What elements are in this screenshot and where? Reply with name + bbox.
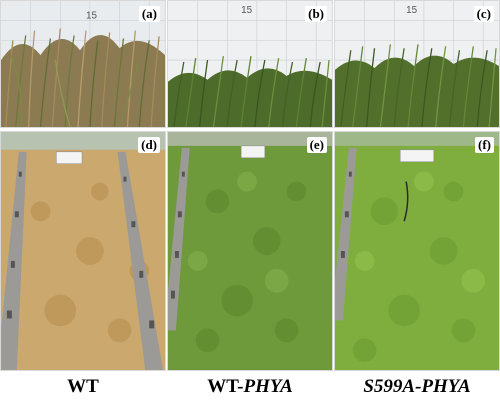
photo-panel-c: 15 (c) (334, 0, 500, 128)
photo-panel-b: 15 (b) (167, 0, 333, 128)
caption-s599a-phya-text: S599A-PHYA (363, 376, 471, 397)
panel-label-c: (c) (473, 6, 494, 22)
panel-label-e: (e) (306, 137, 327, 153)
photo-panel-f: (f) (334, 131, 500, 371)
grass-closeup-green-image-2: 15 (335, 1, 499, 127)
photo-panel-a: 15 (a) (0, 0, 166, 128)
panel-label-f: (f) (475, 137, 494, 153)
caption-wt: WT (0, 376, 166, 398)
scale-mark-c: 15 (406, 5, 418, 16)
scale-mark-a: 15 (86, 11, 98, 22)
scale-mark-b: 15 (241, 5, 253, 16)
caption-s599a-phya: S599A-PHYA (334, 376, 500, 398)
photo-panel-e: (e) (167, 131, 333, 371)
panel-label-a: (a) (138, 6, 160, 22)
grass-closeup-green-image: 15 (168, 1, 332, 127)
field-plot-dry-image (1, 132, 165, 370)
panel-label-b: (b) (305, 6, 327, 22)
caption-wt-phya: WT-PHYA (167, 376, 333, 398)
panel-label-d: (d) (138, 137, 160, 153)
caption-wt-phya-prefix: WT- (207, 376, 244, 397)
field-plot-bright-green-image (335, 132, 499, 370)
grass-closeup-dry-image: 15 (1, 1, 165, 127)
photo-panel-d: (d) (0, 131, 166, 371)
caption-wt-text: WT (67, 376, 99, 397)
field-plot-green-image (168, 132, 332, 370)
caption-wt-phya-italic: PHYA (243, 376, 293, 397)
